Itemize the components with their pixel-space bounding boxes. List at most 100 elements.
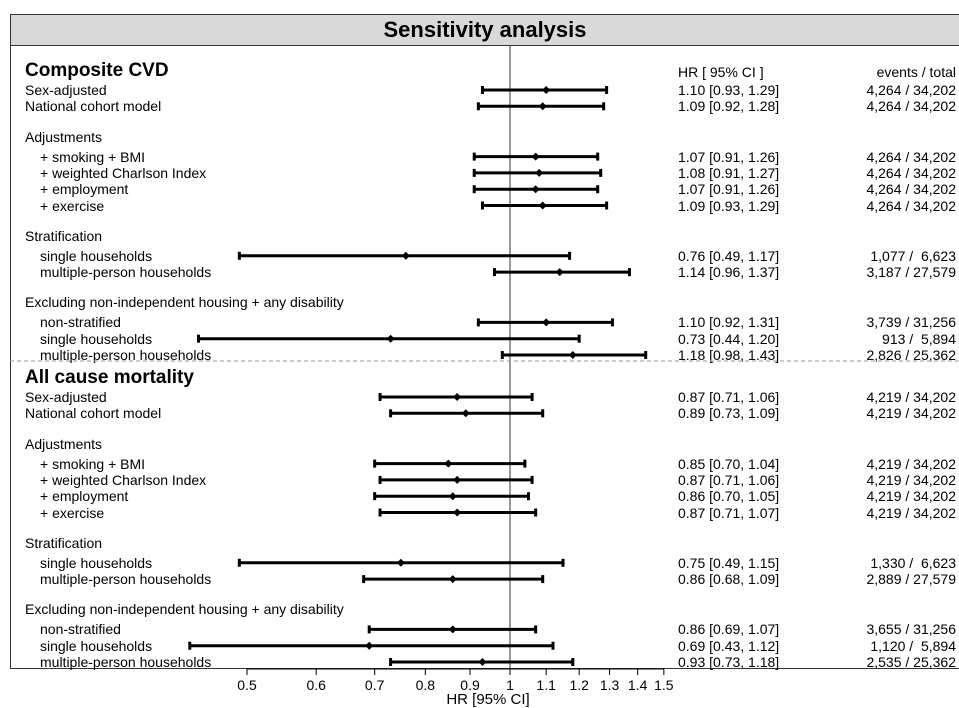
- x-tick-label: 1.1: [536, 677, 556, 693]
- group-label: Excluding non-independent housing + any …: [25, 601, 344, 618]
- row-label: + exercise: [40, 504, 105, 521]
- row-label: National cohort model: [25, 98, 162, 115]
- x-tick-label: 0.5: [237, 677, 257, 693]
- row-events-text: 1,330 / 6,623: [870, 554, 956, 571]
- x-axis-label: HR [95% CI]: [446, 691, 530, 708]
- row-label: + weighted Charlson Index: [40, 164, 207, 181]
- row-hr-text: 1.07 [0.91, 1.26]: [678, 181, 780, 198]
- row-hr-text: 0.87 [0.71, 1.07]: [678, 504, 780, 521]
- row-events-text: 2,889 / 27,579: [866, 571, 956, 588]
- row-hr-text: 0.86 [0.69, 1.07]: [678, 621, 780, 638]
- row-hr-text: 0.73 [0.44, 1.20]: [678, 330, 780, 347]
- point-estimate: [461, 409, 470, 418]
- point-estimate: [453, 475, 462, 484]
- row-events-text: 3,655 / 31,256: [866, 621, 956, 638]
- row-events-text: 4,264 / 34,202: [866, 148, 956, 165]
- row-events-text: 4,264 / 34,202: [866, 98, 956, 115]
- row-events-text: 4,264 / 34,202: [866, 164, 956, 181]
- row-label: multiple-person households: [40, 571, 212, 588]
- row-hr-text: 1.08 [0.91, 1.27]: [678, 164, 780, 181]
- point-estimate: [542, 318, 551, 327]
- x-tick-label: 1: [506, 677, 514, 693]
- point-estimate: [448, 492, 457, 501]
- row-label: Sex-adjusted: [25, 82, 107, 98]
- row-events-text: 4,219 / 34,202: [866, 471, 956, 488]
- row-events-text: 4,219 / 34,202: [866, 389, 956, 405]
- row-label: multiple-person households: [40, 264, 212, 281]
- point-estimate: [538, 201, 547, 210]
- point-estimate: [453, 508, 462, 517]
- row-hr-text: 0.86 [0.68, 1.09]: [678, 571, 780, 588]
- row-hr-text: 1.07 [0.91, 1.26]: [678, 148, 780, 165]
- row-events-text: 4,264 / 34,202: [866, 197, 956, 214]
- row-label: + employment: [40, 181, 129, 198]
- x-tick-label: 1.3: [599, 677, 620, 693]
- row-label: non-stratified: [40, 314, 121, 331]
- column-header-hr: HR [ 95% CI ]: [678, 64, 764, 80]
- point-estimate: [453, 393, 462, 401]
- row-hr-text: 1.18 [0.98, 1.43]: [678, 347, 780, 363]
- row-label: + smoking + BMI: [40, 455, 146, 472]
- point-estimate: [531, 152, 540, 161]
- x-tick-label: 0.6: [306, 677, 326, 693]
- point-estimate: [568, 351, 577, 359]
- x-tick-label: 1.4: [627, 677, 648, 693]
- point-estimate: [531, 185, 540, 194]
- row-events-text: 4,219 / 34,202: [866, 504, 956, 521]
- row-hr-text: 1.10 [0.93, 1.29]: [678, 82, 780, 98]
- chart-title: Sensitivity analysis: [10, 14, 959, 46]
- row-hr-text: 0.93 [0.73, 1.18]: [678, 654, 780, 670]
- column-header-events: events / total: [876, 64, 956, 80]
- point-estimate: [444, 459, 453, 468]
- point-estimate: [386, 334, 395, 343]
- row-label: single households: [40, 330, 153, 347]
- point-estimate: [555, 268, 564, 277]
- row-events-text: 1,077 / 6,623: [870, 247, 956, 264]
- row-hr-text: 0.75 [0.49, 1.15]: [678, 554, 780, 571]
- row-events-text: 4,219 / 34,202: [866, 405, 956, 422]
- row-events-text: 4,264 / 34,202: [866, 82, 956, 98]
- row-hr-text: 0.69 [0.43, 1.12]: [678, 637, 780, 654]
- group-label: Adjustments: [25, 128, 103, 145]
- row-label: single households: [40, 554, 153, 571]
- point-estimate: [538, 102, 547, 111]
- x-tick-label: 1.2: [569, 677, 589, 693]
- row-events-text: 4,219 / 34,202: [866, 455, 956, 472]
- point-estimate: [535, 168, 544, 177]
- group-label: Excluding non-independent housing + any …: [25, 294, 344, 311]
- group-label: Stratification: [25, 227, 103, 244]
- group-label: Stratification: [25, 534, 103, 551]
- row-hr-text: 0.86 [0.70, 1.05]: [678, 488, 780, 505]
- section-title: All cause mortality: [25, 367, 194, 388]
- point-estimate: [448, 625, 457, 634]
- row-events-text: 913 / 5,894: [882, 330, 956, 347]
- row-label: single households: [40, 637, 153, 654]
- row-label: multiple-person households: [40, 347, 212, 363]
- point-estimate: [542, 86, 551, 94]
- row-events-text: 1,120 / 5,894: [870, 637, 956, 654]
- point-estimate: [478, 658, 487, 666]
- row-hr-text: 0.89 [0.73, 1.09]: [678, 405, 780, 422]
- point-estimate: [365, 641, 374, 650]
- row-hr-text: 1.14 [0.96, 1.37]: [678, 264, 780, 281]
- point-estimate: [448, 575, 457, 584]
- row-label: non-stratified: [40, 621, 121, 638]
- row-hr-text: 0.87 [0.71, 1.06]: [678, 389, 780, 405]
- x-tick-label: 0.8: [415, 677, 436, 693]
- point-estimate: [396, 558, 405, 567]
- row-events-text: 2,826 / 25,362: [866, 347, 956, 363]
- row-label: + smoking + BMI: [40, 148, 146, 165]
- group-label: Adjustments: [25, 435, 103, 452]
- row-label: multiple-person households: [40, 654, 212, 670]
- row-hr-text: 0.85 [0.70, 1.04]: [678, 455, 780, 472]
- row-label: + exercise: [40, 197, 105, 214]
- row-label: + employment: [40, 488, 129, 505]
- row-events-text: 4,264 / 34,202: [866, 181, 956, 198]
- row-label: Sex-adjusted: [25, 389, 107, 405]
- row-hr-text: 0.76 [0.49, 1.17]: [678, 247, 780, 264]
- x-tick-label: 0.7: [364, 677, 385, 693]
- row-hr-text: 0.87 [0.71, 1.06]: [678, 471, 780, 488]
- row-hr-text: 1.10 [0.92, 1.31]: [678, 314, 780, 331]
- row-label: National cohort model: [25, 405, 162, 422]
